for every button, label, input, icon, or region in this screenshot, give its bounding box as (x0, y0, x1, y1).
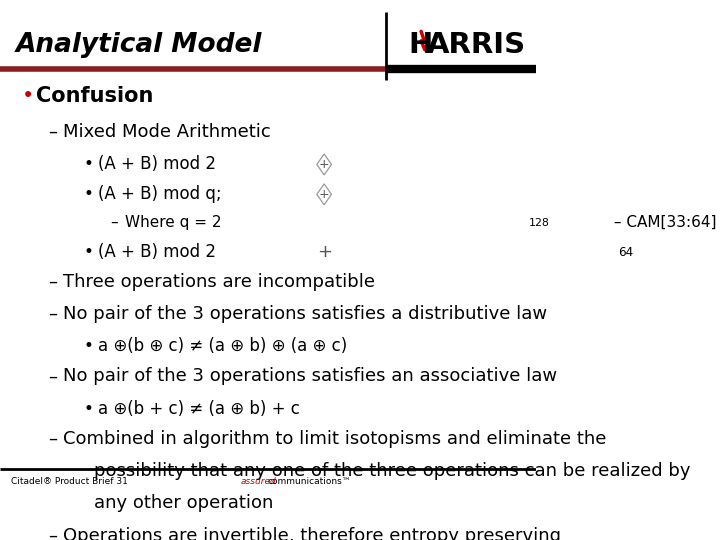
Text: •: • (83, 156, 93, 173)
Text: possibility that any one of the three operations can be realized by: possibility that any one of the three op… (94, 462, 690, 480)
Text: (A + B) mod q;: (A + B) mod q; (98, 185, 222, 204)
Text: – CAM[33:64]: – CAM[33:64] (609, 215, 717, 230)
Text: Analytical Model: Analytical Model (16, 32, 263, 58)
Text: •: • (83, 400, 93, 417)
Text: Citadel® Product Brief 31: Citadel® Product Brief 31 (11, 477, 127, 487)
Text: –: – (48, 429, 57, 448)
Text: Operations are invertible, therefore entropy preserving: Operations are invertible, therefore ent… (63, 526, 561, 540)
Text: Mixed Mode Arithmetic: Mixed Mode Arithmetic (63, 123, 271, 141)
Text: –: – (48, 526, 57, 540)
Text: (A + B) mod 2: (A + B) mod 2 (98, 156, 216, 173)
Text: –: – (48, 123, 57, 141)
Text: Where q = 2: Where q = 2 (125, 215, 221, 230)
Text: +: + (319, 158, 330, 171)
Text: +: + (317, 242, 332, 261)
Text: •: • (83, 242, 93, 261)
Text: a ⊕(b ⊕ c) ≠ (a ⊕ b) ⊕ (a ⊕ c): a ⊕(b ⊕ c) ≠ (a ⊕ b) ⊕ (a ⊕ c) (98, 338, 347, 355)
Text: (A + B) mod 2: (A + B) mod 2 (98, 242, 216, 261)
Text: assured: assured (241, 477, 277, 487)
Text: 128: 128 (529, 218, 550, 228)
Text: any other operation: any other operation (94, 494, 273, 512)
Text: –: – (110, 215, 117, 230)
Text: H: H (408, 31, 433, 59)
Text: ARRIS: ARRIS (427, 31, 526, 59)
Text: 64: 64 (618, 246, 633, 259)
Text: •: • (83, 185, 93, 204)
Text: +: + (319, 188, 330, 201)
Text: Confusion: Confusion (37, 86, 154, 106)
Text: No pair of the 3 operations satisfies a distributive law: No pair of the 3 operations satisfies a … (63, 305, 547, 323)
Text: Three operations are incompatible: Three operations are incompatible (63, 273, 375, 291)
Text: •: • (83, 338, 93, 355)
Text: •: • (22, 86, 34, 106)
Text: –: – (48, 273, 57, 291)
Text: –: – (48, 305, 57, 323)
Text: communications™: communications™ (267, 477, 351, 487)
Text: No pair of the 3 operations satisfies an associative law: No pair of the 3 operations satisfies an… (63, 367, 557, 385)
Text: a ⊕(b + c) ≠ (a ⊕ b) + c: a ⊕(b + c) ≠ (a ⊕ b) + c (98, 400, 300, 417)
Text: Combined in algorithm to limit isotopisms and eliminate the: Combined in algorithm to limit isotopism… (63, 429, 606, 448)
Text: –: – (48, 367, 57, 385)
